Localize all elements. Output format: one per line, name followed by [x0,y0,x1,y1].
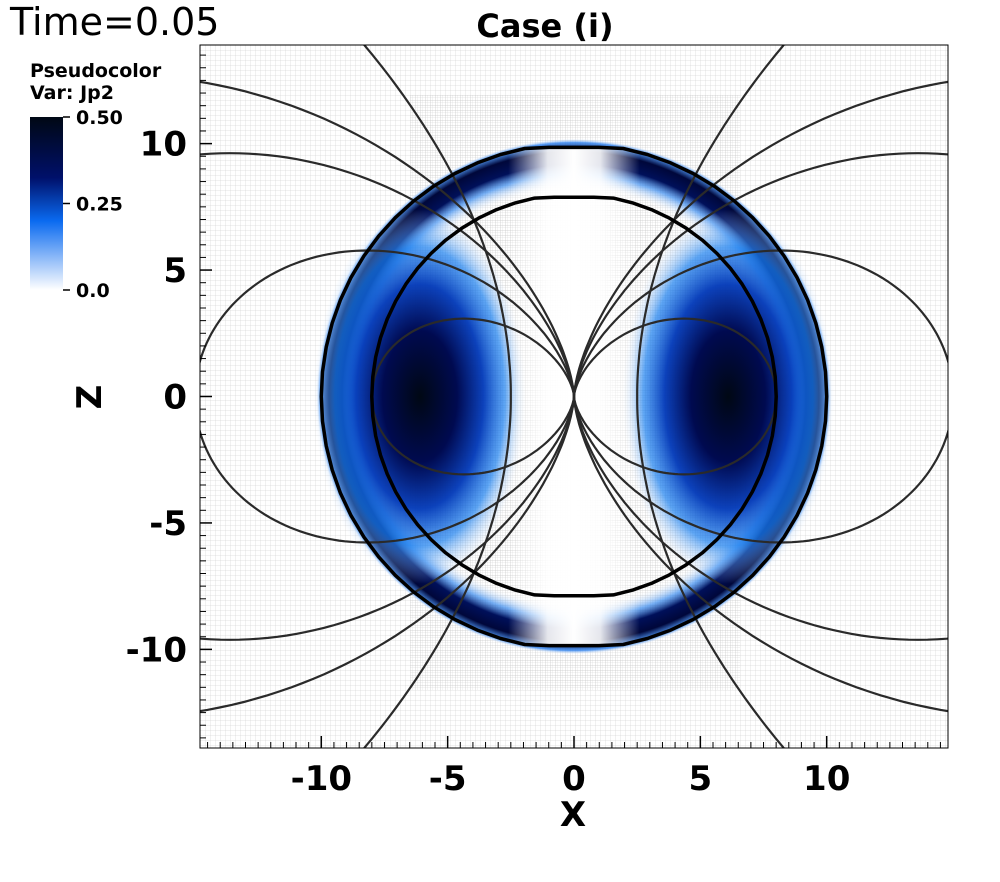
legend-title-line1: Pseudocolor [30,60,162,82]
inner-boundary [370,195,778,598]
legend-title-line2: Var: Jp2 [30,82,114,104]
x-tick-label: 5 [689,759,713,799]
legend-title: Pseudocolor Var: Jp2 [30,60,161,104]
x-tick-label: 10 [803,759,850,799]
axes: -10 -5 0 5 10 -10 -5 0 5 10 [126,54,941,799]
colorbar: 0.50 0.25 0.0 [30,107,123,302]
colorbar-gradient [30,117,63,290]
current-lobe-right [622,209,835,584]
field-line [572,152,948,641]
y-tick-label: -10 [126,630,187,670]
field-line [572,249,948,544]
outer-boundary [319,145,829,648]
y-tick-label: 5 [163,251,187,291]
field-line [200,152,576,641]
y-tick-label: 10 [140,125,187,165]
x-tick-label: -10 [291,759,352,799]
field-line [572,80,948,713]
time-label: Time=0.05 [10,0,220,44]
field-line [200,249,576,544]
boundary-contours [319,145,829,648]
field-line [362,45,512,748]
chart-title: Case (i) [476,7,613,45]
magnetic-field-lines [200,45,948,748]
field-line [636,45,786,748]
colorbar-tick-label: 0.25 [76,194,123,216]
y-axis-label: Z [70,385,110,410]
y-tick-label: 0 [163,378,187,418]
colorbar-tick-label: 0.0 [76,280,110,302]
x-tick-label: 0 [562,759,586,799]
x-tick-label: -5 [429,759,467,799]
colorbar-tick-label: 0.50 [76,107,123,129]
plot-area [200,45,948,748]
y-tick-label: -5 [149,504,187,544]
field-line [200,80,576,713]
colorbar-ticks: 0.50 0.25 0.0 [63,107,123,302]
x-axis-label: X [560,795,586,835]
current-lobe-left [313,209,526,584]
